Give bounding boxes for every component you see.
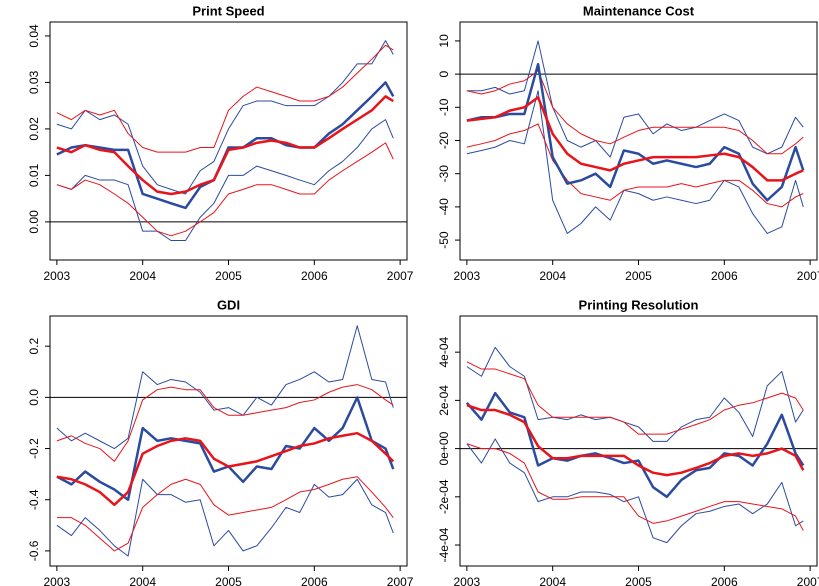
y-tick-label: 0.01	[27, 163, 41, 187]
y-tick-label: 0.0	[27, 389, 41, 406]
series-line	[56, 44, 394, 153]
series-line	[56, 384, 394, 462]
x-tick-label: 2005	[215, 269, 242, 283]
y-tick-label: -10	[437, 98, 451, 116]
panel-title: GDI	[217, 297, 240, 312]
y-tick-label: 4e-04	[437, 336, 451, 367]
series-line	[466, 404, 805, 477]
panel: GDI 2003 2004 2005 2006 2007 -0.6 -0.4 -0.2 0.0 0.…	[27, 297, 414, 586]
x-tick-label: 2004	[539, 575, 566, 586]
panel-title: Print Speed	[192, 3, 264, 18]
x-tick-label: 2005	[625, 575, 652, 586]
panel: Print Speed 2003 2004 2005 2006 2007 0.00 0.01 0…	[27, 3, 414, 283]
y-tick-label: -0.6	[27, 540, 41, 561]
series-line	[466, 346, 804, 442]
series-line	[56, 40, 394, 195]
x-tick-label: 2007	[797, 269, 819, 283]
series-line	[56, 142, 394, 237]
y-tick-label: -50	[437, 231, 451, 249]
x-tick-label: 2004	[129, 269, 156, 283]
panel: Maintenance Cost 2003 2004 2005 2006 2007 -50 -…	[437, 3, 819, 283]
x-tick-label: 2005	[625, 269, 652, 283]
x-tick-label: 2003	[44, 575, 71, 586]
x-tick-label: 2003	[454, 269, 481, 283]
x-tick-label: 2006	[301, 575, 328, 586]
series-line	[466, 438, 804, 544]
y-tick-label: 2e-04	[437, 385, 451, 416]
series-line	[466, 96, 804, 182]
x-tick-label: 2007	[387, 575, 414, 586]
series-line	[56, 431, 395, 507]
y-tick-label: 0e+00	[437, 431, 451, 465]
x-tick-label: 2003	[44, 269, 71, 283]
plot-frame	[49, 21, 408, 261]
y-tick-label: -40	[437, 198, 451, 216]
series-line	[56, 119, 394, 241]
series-line	[466, 90, 804, 234]
series-line	[466, 40, 804, 158]
x-tick-label: 2004	[129, 575, 156, 586]
series-line	[466, 361, 804, 435]
panel-title: Printing Resolution	[579, 297, 699, 312]
y-tick-label: 0.2	[27, 338, 41, 355]
series-line	[466, 70, 804, 155]
series-line	[56, 476, 394, 552]
series-line	[56, 325, 394, 450]
y-tick-label: -0.2	[27, 438, 41, 459]
y-tick-label: -0.4	[27, 489, 41, 510]
panel: Printing Resolution 2003 2004 2005 2006 2007 -…	[437, 297, 819, 586]
y-tick-label: 0.04	[27, 24, 41, 48]
series-line	[56, 396, 395, 501]
y-tick-label: -2e-04	[437, 479, 451, 514]
y-tick-label: 10	[437, 34, 451, 48]
y-tick-label: -20	[437, 132, 451, 150]
y-tick-label: 0.00	[27, 210, 41, 234]
series-line	[465, 391, 805, 499]
x-tick-label: 2007	[387, 269, 414, 283]
x-tick-label: 2003	[454, 575, 481, 586]
x-tick-label: 2004	[539, 269, 566, 283]
y-tick-label: 0	[437, 70, 451, 77]
x-tick-label: 2006	[711, 575, 738, 586]
series-line	[466, 123, 804, 208]
x-tick-label: 2007	[797, 575, 819, 586]
plot-frame	[49, 315, 408, 567]
series-line	[56, 478, 394, 557]
x-tick-label: 2006	[711, 269, 738, 283]
series-line	[466, 62, 805, 202]
y-tick-label: 0.02	[27, 117, 41, 141]
panel-title: Maintenance Cost	[583, 3, 695, 18]
y-tick-label: 0.03	[27, 70, 41, 94]
y-tick-label: -30	[437, 165, 451, 183]
x-tick-label: 2006	[301, 269, 328, 283]
y-tick-label: -4e-04	[437, 527, 451, 562]
series-line	[466, 443, 804, 531]
series-line	[56, 95, 394, 196]
series-line	[56, 81, 395, 210]
x-tick-label: 2005	[215, 575, 242, 586]
plot-frame	[459, 315, 818, 567]
